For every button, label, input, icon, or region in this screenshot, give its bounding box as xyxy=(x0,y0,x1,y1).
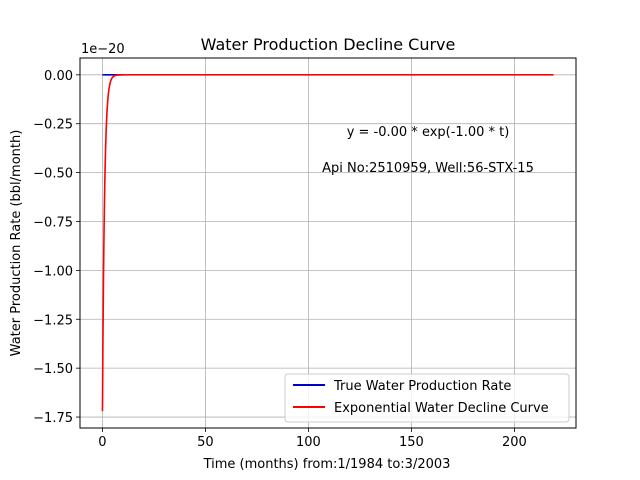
well-annotation: Api No:2510959, Well:56-STX-15 xyxy=(322,161,534,176)
y-tick-label: −1.25 xyxy=(33,313,73,328)
legend: True Water Production Rate Exponential W… xyxy=(284,373,570,423)
y-tick-label: 0.00 xyxy=(44,69,73,84)
x-tick-label: 100 xyxy=(296,435,321,450)
y-tick-label: −1.75 xyxy=(33,411,73,426)
y-tick-label: −1.00 xyxy=(33,264,73,279)
decline-curve-line xyxy=(101,74,554,412)
x-axis-label: Time (months) from:1/1984 to:3/2003 xyxy=(203,457,451,472)
y-tick-label: −1.50 xyxy=(33,362,73,377)
chart-title: Water Production Decline Curve xyxy=(201,35,456,54)
y-tick-label: −0.50 xyxy=(33,167,73,182)
grid-layer xyxy=(80,58,576,428)
series-layer xyxy=(101,74,554,412)
x-tick-label: 150 xyxy=(399,435,424,450)
tick-layer: 0 50 100 150 200 0.00 −0.25 −0.50 −0.75 −1.00 −1.2… xyxy=(33,69,527,450)
x-tick-label: 50 xyxy=(197,435,214,450)
equation-annotation: y = -0.00 * exp(-1.00 * t) xyxy=(347,125,510,140)
y-axis-label: Water Production Rate (bbl/month) xyxy=(9,130,24,357)
y-tick-label: −0.25 xyxy=(33,118,73,133)
legend-box xyxy=(284,373,570,423)
x-tick-label: 0 xyxy=(98,435,106,450)
y-tick-label: −0.75 xyxy=(33,215,73,230)
legend-label-decline-curve: Exponential Water Decline Curve xyxy=(334,401,549,416)
x-tick-label: 200 xyxy=(502,435,527,450)
plot-frame xyxy=(79,57,577,429)
legend-label-true-rate: True Water Production Rate xyxy=(333,379,511,394)
y-offset-text: 1e−20 xyxy=(81,42,125,57)
